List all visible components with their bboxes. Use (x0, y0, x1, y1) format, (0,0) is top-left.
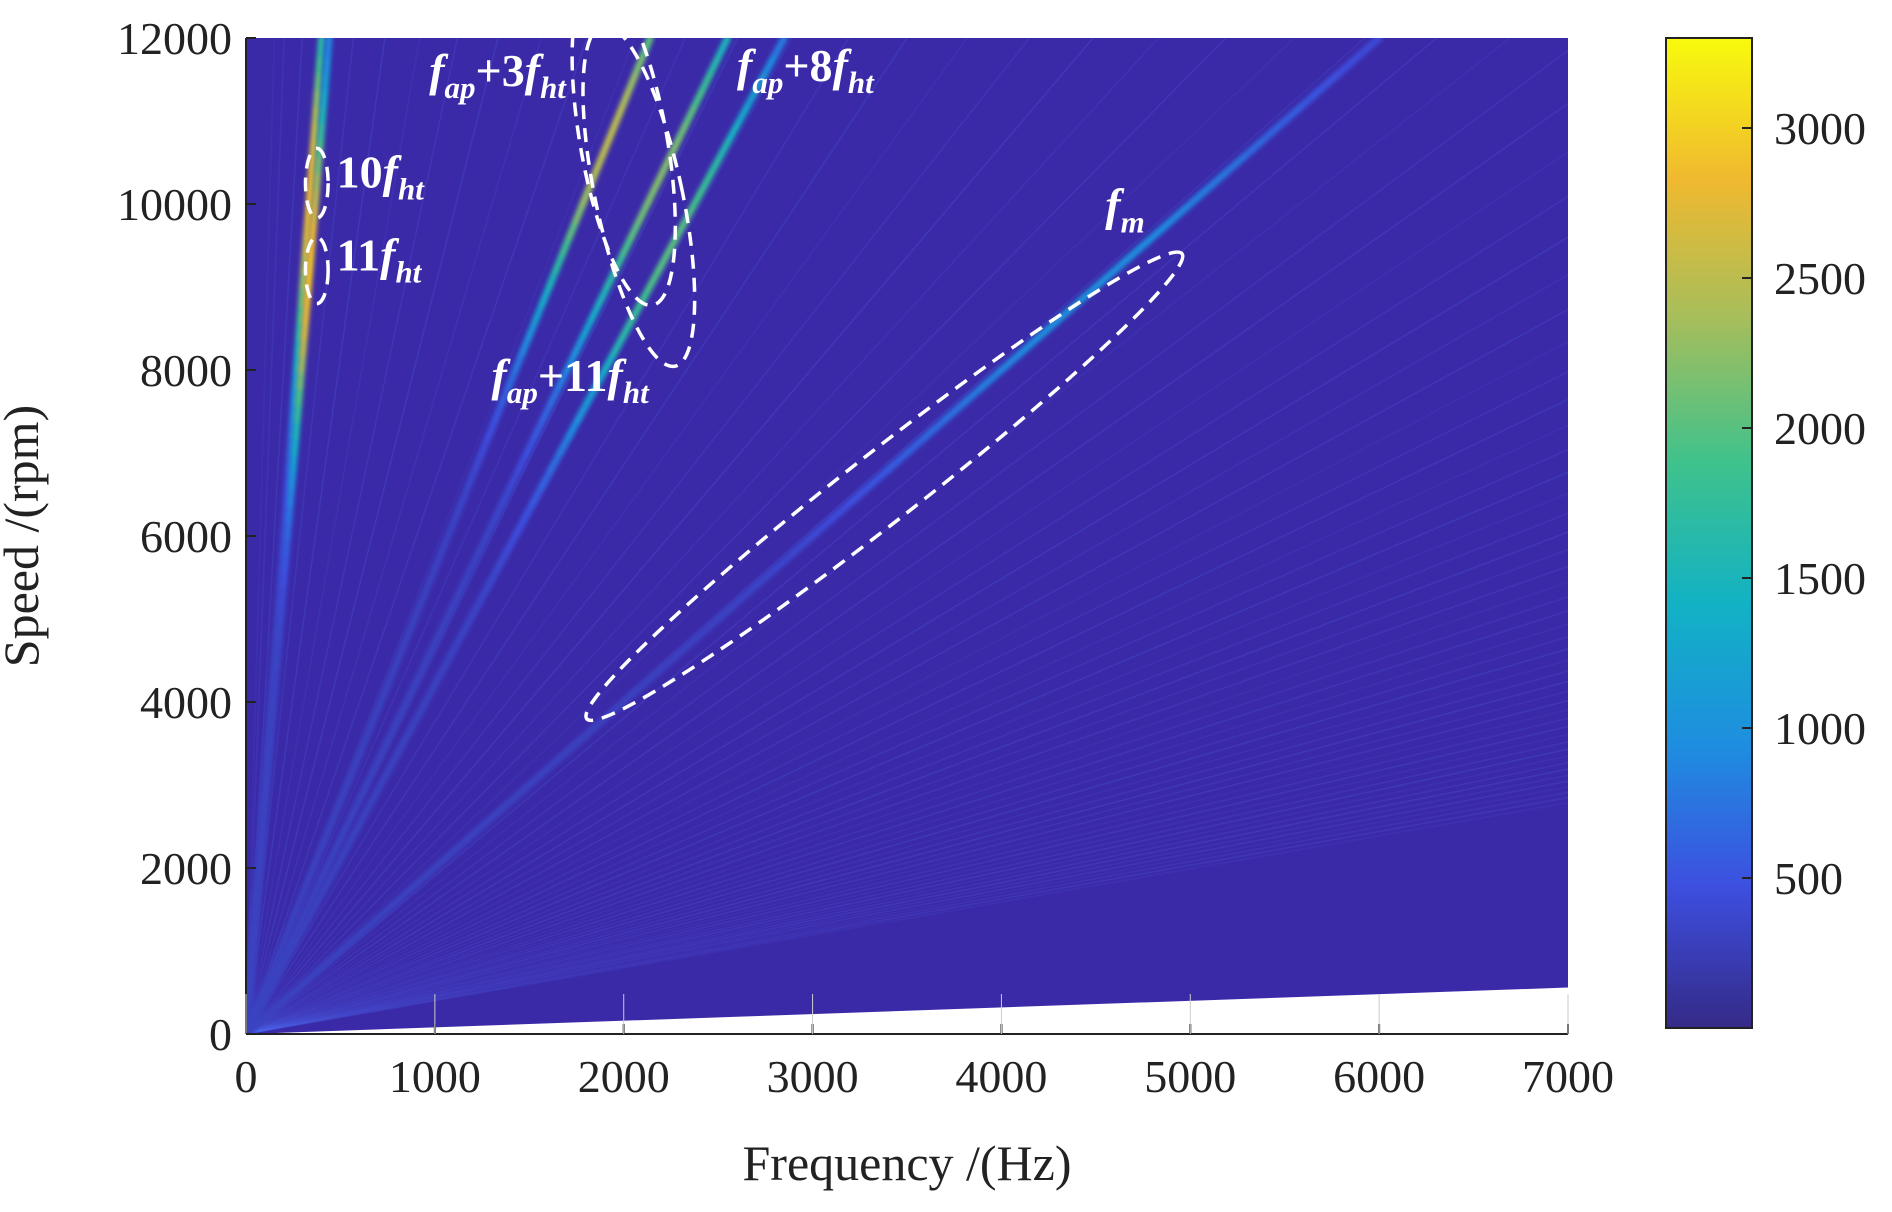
plot-area (246, 38, 1568, 1034)
colorbar-tick-label: 1000 (1774, 703, 1866, 754)
y-tick-label: 4000 (140, 677, 232, 728)
x-tick-label: 7000 (1522, 1051, 1614, 1102)
colorbar-tick-label: 2500 (1774, 253, 1866, 304)
y-tick-label: 2000 (140, 843, 232, 894)
annotations: 10fht 11fht fap+3fht fap+8fht fap+11fht fm (337, 40, 1145, 410)
y-tick-label: 12000 (117, 13, 232, 64)
annotation-ann-fap3: fap+3fht (429, 45, 567, 105)
ridge-f-ap-8f-ht (246, 38, 732, 1034)
x-tick-label: 1000 (389, 1051, 481, 1102)
colorbar-tick-label: 500 (1774, 853, 1843, 904)
y-axis-title: Speed /(rpm) (0, 405, 49, 667)
axes: 0 1000 2000 3000 4000 5000 6000 7000 0 2000 4000 60… (0, 13, 1614, 1191)
ellipse-fap-group-right (581, 23, 697, 369)
ridge-f-m (246, 38, 1383, 1034)
annotation-ann-fap11: fap+11fht (492, 350, 651, 410)
y-tick-label: 10000 (117, 179, 232, 230)
x-tick-label: 5000 (1144, 1051, 1236, 1102)
ridge-f-ap-11f-ht (246, 38, 788, 1034)
colorbar-gradient (1665, 37, 1753, 1029)
highlight-ellipses (303, 0, 1185, 723)
y-tick-label: 8000 (140, 345, 232, 396)
y-tick-label: 6000 (140, 511, 232, 562)
annotation-ann-10fht: 10fht (337, 146, 426, 206)
heatmap-background (246, 38, 1568, 1034)
domain-boundary-mask (246, 987, 1568, 1035)
x-tick-label: 2000 (578, 1051, 670, 1102)
colorbar-tick-label: 1500 (1774, 553, 1866, 604)
x-tick-label: 4000 (955, 1051, 1047, 1102)
colorbar-tick-label: 2000 (1774, 403, 1866, 454)
ellipse-10fht (303, 146, 330, 220)
y-tick-label: 0 (209, 1009, 232, 1060)
colorbar: 500 1000 1500 2000 2500 3000 (1665, 37, 1866, 1029)
annotation-ann-11fht: 11fht (337, 229, 423, 289)
x-axis-title: Frequency /(Hz) (742, 1135, 1071, 1191)
ridge-11f-ht (246, 38, 333, 1034)
spectral-ridges (246, 38, 1568, 1034)
ellipse-11fht (303, 235, 330, 306)
colorbar-tick-label: 3000 (1774, 103, 1866, 154)
x-tick-label: 6000 (1333, 1051, 1425, 1102)
domain-boundary-white-area (246, 987, 1568, 1035)
x-tick-label: 3000 (767, 1051, 859, 1102)
ellipse-fm (584, 250, 1185, 723)
annotation-ann-fap8: fap+8fht (737, 40, 875, 100)
x-tick-label: 0 (235, 1051, 258, 1102)
annotation-ann-fm: fm (1105, 180, 1144, 240)
